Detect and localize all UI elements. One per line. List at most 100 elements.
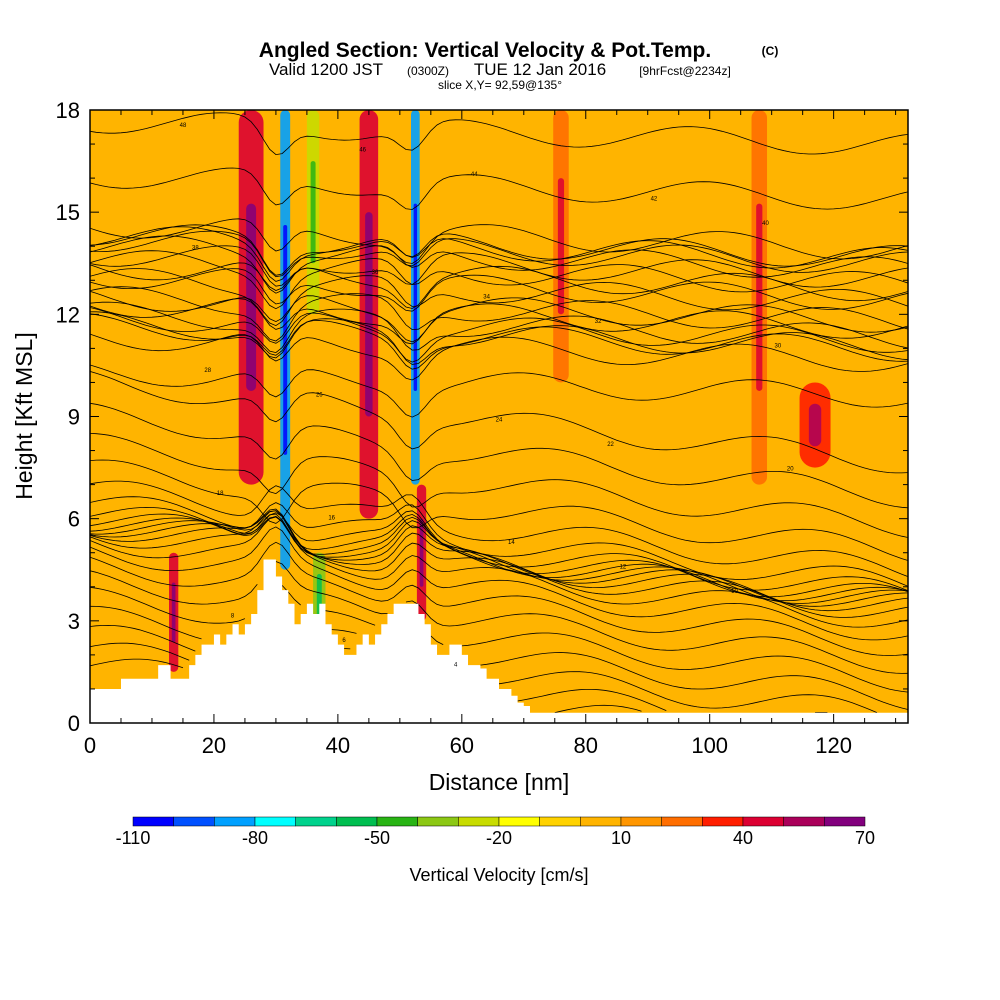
contour-label: 20 [787,466,794,472]
colorbar-swatch [702,816,744,827]
theta-contour-line [90,286,908,342]
theta-contour-line [90,642,828,714]
y-tick-label: 12 [56,302,80,327]
contour-labels: 4846444240383634323028262422201816141210… [180,123,795,668]
contour-label: 42 [651,197,658,203]
theta-contour-line [90,624,878,713]
theta-contour-line [90,402,908,509]
contour-label: 36 [372,270,379,276]
x-tick-label: 20 [202,733,226,758]
contour-label: 6 [342,638,346,644]
colorbar-swatch [173,816,215,827]
colorbar-swatch [498,816,540,827]
theta-contour-line [90,226,908,282]
theta-contour-line [90,167,908,210]
theta-contours [90,0,908,714]
contour-label: 12 [620,564,627,570]
contour-label: 28 [204,368,211,374]
theta-contour-line [90,605,908,710]
colorbar-tick-label: 70 [855,828,875,848]
colorbar-swatch [336,816,378,827]
y-tick-labels: 0 3 6 9 12 15 18 [56,98,80,736]
plot-area: 4846444240383634323028262422201816141210… [90,0,908,723]
colorbar-swatch [458,816,500,827]
subtitle-utc: (0300Z) [407,64,449,78]
velocity-core [171,582,176,643]
colorbar-swatch [295,816,337,827]
x-tick-label: 0 [84,733,96,758]
theta-contour-line [90,262,908,309]
velocity-core [808,403,822,447]
colorbar-label: Vertical Velocity [cm/s] [409,865,588,885]
theta-contour-line [90,218,908,264]
theta-contour-line [90,371,908,474]
x-tick-label: 80 [574,733,598,758]
axis-ticks [89,109,908,724]
contour-label: 16 [328,515,335,521]
theta-contour-line [90,0,908,9]
theta-contour-line [90,268,908,327]
contour-label: 22 [607,442,614,448]
contour-label: 34 [483,295,490,301]
y-tick-label: 18 [56,98,80,123]
velocity-bands [169,110,831,672]
theta-contour-line [90,513,908,598]
contour-label: 38 [192,246,199,252]
contour-label: 40 [762,221,769,227]
colorbar-swatch [620,816,662,827]
x-tick-label: 120 [815,733,852,758]
contour-label: 24 [496,417,503,423]
subtitle-valid: Valid 1200 JST [269,60,383,79]
theta-contour-line [90,313,908,370]
colorbar-swatch [661,816,703,827]
theta-contour-line [90,480,908,577]
colorbar [132,816,866,827]
y-tick-label: 15 [56,200,80,225]
slice-label: slice X,Y= 92,59@135° [438,78,562,92]
theta-contour-line [90,561,908,674]
y-tick-label: 0 [68,711,80,736]
contour-label: 14 [508,540,515,546]
x-tick-label: 60 [450,733,474,758]
x-tick-label: 100 [691,733,728,758]
theta-contour-line [90,112,908,156]
contour-label: 48 [180,123,187,129]
chart-title: Angled Section: Vertical Velocity & Pot.… [259,39,711,62]
contour-label: 30 [775,344,782,350]
colorbar-tick-label: -110 [116,828,151,848]
theta-contour-line [90,307,908,363]
theta-contour-line [90,658,642,713]
contour-label: 46 [359,148,366,154]
velocity-core [756,203,763,391]
theta-contour-line [90,510,908,607]
velocity-core [413,203,418,391]
velocity-background [90,110,908,723]
contour-label: 26 [316,393,323,399]
subtitle-date: TUE 12 Jan 2016 [474,60,606,79]
colorbar-tick-label: 40 [733,828,753,848]
theta-contour-line [90,364,908,418]
theta-contour-line [90,290,908,343]
colorbar-swatch [539,816,581,827]
colorbar-swatch [132,816,174,827]
theta-contour-line [90,526,908,641]
y-tick-label: 9 [68,405,80,430]
theta-contour-line [90,585,908,693]
colorbar-tick-label: -20 [486,828,512,848]
contour-label: 18 [217,491,224,497]
colorbar-swatch [214,816,256,827]
theta-contour-line [90,224,908,276]
contour-label: 10 [731,589,738,595]
colorbar-tick-label: -80 [242,828,268,848]
contour-label: 44 [471,172,478,178]
theta-contour-line [90,459,908,561]
title-unit: (C) [762,44,779,58]
colorbar-swatch [417,816,459,827]
colorbar-swatch [580,816,622,827]
y-tick-label: 6 [68,507,80,532]
contour-label: 4 [454,662,458,668]
theta-contour-line [90,235,908,294]
theta-contour-line [90,250,908,310]
x-tick-labels: 0 20 40 60 80 100 120 [84,733,852,758]
